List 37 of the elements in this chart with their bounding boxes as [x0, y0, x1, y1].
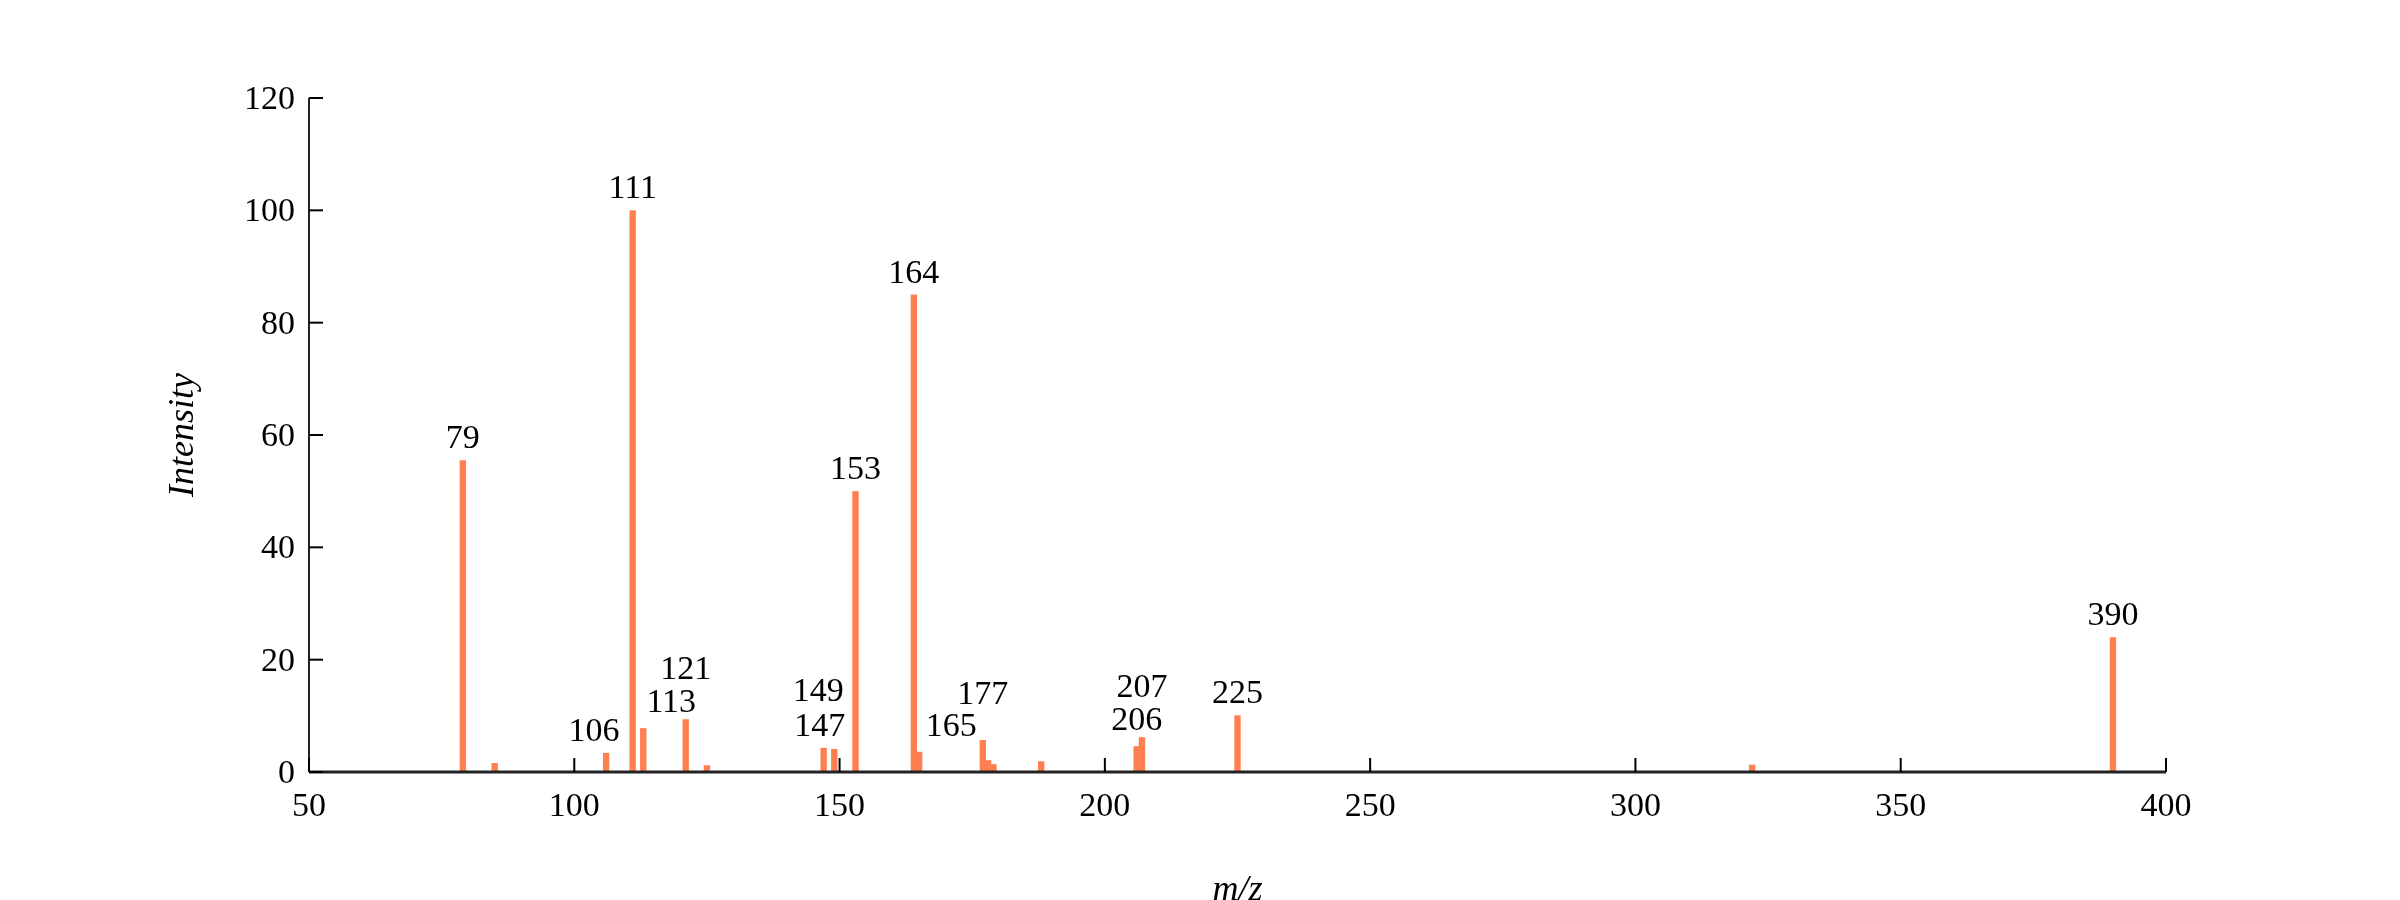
bar [820, 747, 827, 772]
x-tick-label: 100 [548, 786, 600, 823]
x-tick-label: 50 [292, 786, 326, 823]
bar [459, 460, 467, 772]
annotation: 111 [608, 168, 657, 206]
y-tick-label: 0 [278, 753, 295, 790]
annotation: 147 [794, 705, 846, 743]
bar [682, 719, 689, 772]
bar [831, 748, 838, 772]
y-axis-title: Intensity [161, 373, 201, 498]
x-axis-title: m/z [1212, 868, 1263, 900]
x-tick-label: 400 [2140, 786, 2192, 823]
annotation: 164 [888, 252, 940, 290]
x-tick-label: 200 [1079, 786, 1131, 823]
annotation: 79 [445, 418, 480, 456]
y-tick-label: 60 [261, 416, 295, 453]
bar [640, 728, 647, 772]
x-tick-label: 250 [1344, 786, 1396, 823]
annotation: 390 [2087, 595, 2139, 633]
x-tick-label: 150 [814, 786, 866, 823]
bar [629, 210, 636, 772]
x-tick-label: 300 [1609, 786, 1661, 823]
bar [1138, 737, 1146, 772]
y-tick-label: 20 [261, 640, 295, 678]
annotation: 149 [792, 670, 844, 708]
annotation: 106 [568, 710, 620, 748]
y-tick-label: 80 [261, 303, 295, 341]
bar [852, 491, 859, 772]
annotation: 225 [1212, 673, 1263, 711]
annotation: 153 [829, 449, 881, 487]
y-tick-label: 40 [261, 528, 295, 566]
y-tick-label: 120 [244, 79, 295, 116]
bar [910, 294, 918, 772]
bar [1234, 715, 1241, 772]
y-tick-label: 100 [244, 191, 295, 229]
bar [2109, 637, 2117, 772]
x-tick-label: 350 [1875, 786, 1927, 823]
